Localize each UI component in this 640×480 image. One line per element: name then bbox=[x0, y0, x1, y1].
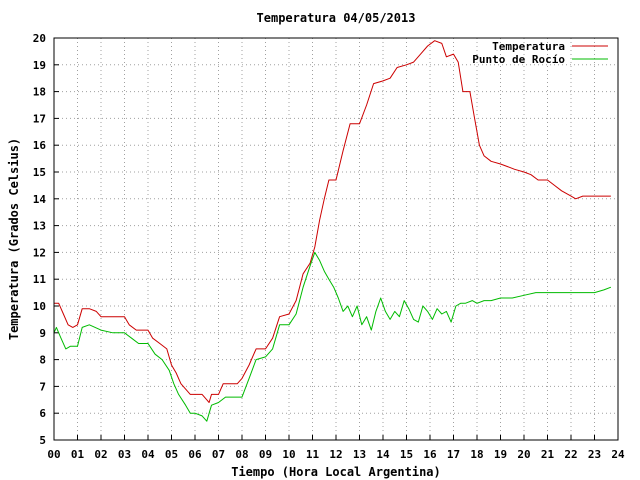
axes: 00 01 02 03 04 05 06 07 08 09 10 11 12 13 14 15 16 17 18 19… bbox=[33, 32, 625, 461]
x-tick-label: 08 bbox=[235, 448, 248, 461]
y-tick-label: 5 bbox=[39, 434, 46, 447]
series-line-0 bbox=[54, 40, 611, 403]
x-tick-label: 01 bbox=[71, 448, 85, 461]
y-tick-label: 18 bbox=[33, 86, 46, 99]
x-tick-label: 13 bbox=[353, 448, 366, 461]
x-tick-label: 16 bbox=[423, 448, 437, 461]
y-tick-label: 8 bbox=[39, 354, 46, 367]
legend-label-1: Punto de Rocío bbox=[472, 53, 565, 66]
x-tick-label: 09 bbox=[259, 448, 272, 461]
x-tick-label: 23 bbox=[588, 448, 601, 461]
chart-title: Temperatura 04/05/2013 bbox=[257, 11, 416, 25]
x-tick-label: 02 bbox=[94, 448, 107, 461]
x-tick-label: 18 bbox=[470, 448, 483, 461]
y-tick-label: 14 bbox=[33, 193, 47, 206]
x-tick-label: 07 bbox=[212, 448, 225, 461]
y-tick-label: 11 bbox=[33, 273, 47, 286]
y-tick-label: 19 bbox=[33, 59, 46, 72]
x-tick-label: 22 bbox=[564, 448, 577, 461]
x-tick-label: 14 bbox=[376, 448, 390, 461]
x-tick-label: 17 bbox=[447, 448, 460, 461]
x-tick-label: 04 bbox=[141, 448, 155, 461]
y-tick-label: 20 bbox=[33, 32, 46, 45]
y-axis-label: Temperatura (Grados Celsius) bbox=[7, 138, 21, 340]
x-tick-label: 06 bbox=[188, 448, 202, 461]
legend-label-0: Temperatura bbox=[492, 40, 565, 53]
series-line-1 bbox=[53, 251, 612, 422]
x-tick-label: 00 bbox=[47, 448, 60, 461]
y-tick-label: 12 bbox=[33, 246, 46, 259]
x-tick-label: 05 bbox=[165, 448, 178, 461]
y-tick-label: 13 bbox=[33, 220, 46, 233]
grid bbox=[54, 38, 618, 440]
y-tick-label: 15 bbox=[33, 166, 46, 179]
x-tick-label: 19 bbox=[494, 448, 507, 461]
x-tick-label: 24 bbox=[611, 448, 625, 461]
x-tick-label: 12 bbox=[329, 448, 342, 461]
y-tick-label: 16 bbox=[33, 139, 47, 152]
x-tick-label: 15 bbox=[400, 448, 413, 461]
y-tick-label: 9 bbox=[39, 327, 46, 340]
y-tick-label: 7 bbox=[39, 380, 46, 393]
x-tick-label: 03 bbox=[118, 448, 131, 461]
series-layer bbox=[53, 40, 612, 422]
y-tick-label: 17 bbox=[33, 112, 46, 125]
y-tick-label: 6 bbox=[39, 407, 46, 420]
x-tick-label: 11 bbox=[306, 448, 320, 461]
plot-frame bbox=[53, 37, 619, 441]
y-tick-label: 10 bbox=[33, 300, 46, 313]
x-tick-label: 20 bbox=[517, 448, 530, 461]
x-tick-label: 21 bbox=[541, 448, 555, 461]
x-axis-label: Tiempo (Hora Local Argentina) bbox=[231, 465, 441, 479]
x-tick-label: 10 bbox=[282, 448, 295, 461]
